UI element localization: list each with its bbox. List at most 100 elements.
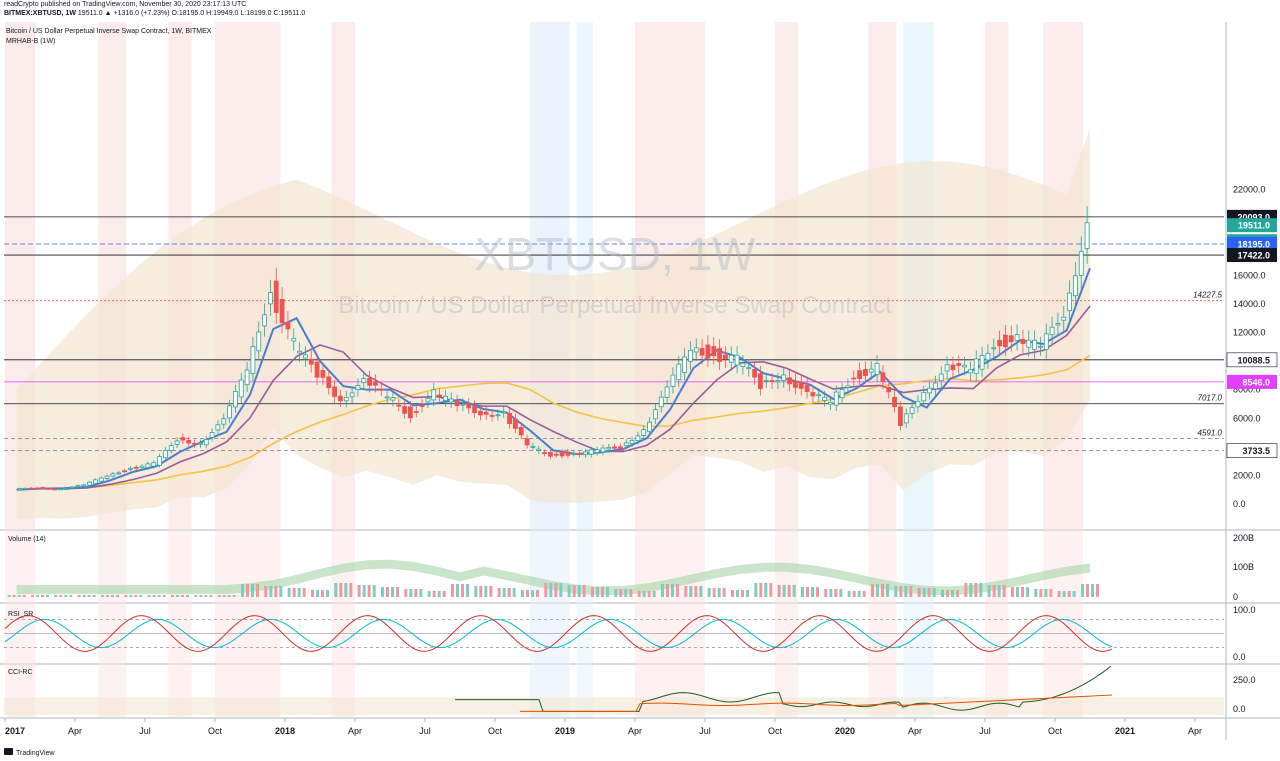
horizontal-lines [4, 216, 1224, 452]
candle-body [361, 378, 367, 383]
candle-body [303, 354, 308, 359]
cci-label[interactable]: CCI-RC [8, 669, 33, 676]
volume-bar [204, 595, 208, 597]
band-area [16, 127, 1091, 520]
volume-bar [1091, 584, 1094, 597]
volume-bar [349, 583, 353, 597]
price-axis-label: 16000.0 [1233, 270, 1266, 280]
indicator-label[interactable]: MRHAB-B (1W) [6, 38, 55, 45]
candle-body [833, 391, 839, 406]
volume-bar [899, 586, 903, 597]
volume-bar [419, 589, 423, 597]
volume-bar [194, 595, 198, 597]
volume-bar [396, 587, 399, 597]
price-badge-label: 10088.5 [1237, 355, 1270, 365]
candle-body [542, 452, 547, 454]
cci-band [4, 697, 1224, 715]
highlight-strip-lower [985, 531, 1009, 717]
candle-body [845, 385, 851, 388]
volume-bar [969, 583, 973, 597]
candle-body [209, 432, 215, 438]
candle-body [460, 403, 466, 406]
candle-body [466, 403, 472, 409]
volume-bar [1062, 591, 1066, 597]
pane-axis-label: 100B [1233, 562, 1254, 572]
volume-bar [987, 585, 991, 597]
volume-bar [951, 590, 954, 597]
volume-bar [451, 584, 454, 597]
volume-bar [162, 595, 166, 597]
candle-body [46, 488, 52, 490]
candle-body [17, 488, 22, 491]
candle-body [734, 354, 740, 366]
volume-bar [559, 583, 563, 597]
candle-body [1032, 339, 1037, 350]
candle-body [443, 395, 448, 401]
time-axis-label: 2021 [1115, 726, 1135, 736]
candle-body [658, 396, 664, 408]
volume-bar [754, 583, 758, 597]
candle-body [909, 407, 915, 414]
volume-bar [362, 585, 366, 597]
candle-body [752, 368, 757, 378]
symbol-label[interactable]: BITMEX:XBTUSD, 1W [4, 10, 76, 17]
volume-bar [316, 590, 319, 597]
volume-bar [544, 583, 548, 597]
chart-title[interactable]: Bitcoin / US Dollar Perpetual Inverse Sw… [6, 28, 212, 35]
volume-bar [1072, 591, 1076, 597]
candle-body [34, 487, 40, 490]
volume-bar [722, 588, 726, 597]
volume-bar [946, 590, 949, 597]
time-axis-label: Apr [908, 726, 922, 736]
volume-bar [932, 588, 936, 597]
highlight-strip-lower [168, 531, 192, 717]
candle-body [915, 400, 921, 408]
rsi-label[interactable]: RSI_SR [8, 611, 33, 618]
volume-bar [404, 589, 408, 597]
candle-body [203, 439, 209, 446]
candle-body [787, 377, 792, 385]
volume-label[interactable]: Volume (14) [8, 536, 46, 543]
volume-bar [582, 585, 586, 597]
volume-bar [736, 590, 739, 597]
volume-bar [264, 586, 268, 597]
price-badge-label: 17422.0 [1237, 251, 1270, 261]
volume-bar [199, 595, 203, 597]
time-axis-label: Apr [68, 726, 82, 736]
candle-body [157, 456, 162, 466]
volume-bar [759, 583, 763, 597]
candle-body [367, 378, 372, 386]
candle-body [577, 453, 582, 455]
volume-bar [69, 595, 73, 597]
time-axis[interactable]: 2017 Apr Jul Oct 2018 Apr Jul Oct 2019 Apr Jul Oct 2… [4, 718, 1202, 736]
candle-body [87, 481, 92, 486]
candle-body [163, 449, 168, 459]
volume-bar [251, 584, 254, 597]
volume-bar [824, 589, 828, 597]
candle-body [594, 449, 600, 454]
cci-average-line [520, 694, 1113, 712]
time-axis-label: Jul [419, 726, 431, 736]
volume-bar [1016, 587, 1019, 597]
volume-bar [671, 584, 674, 597]
volume-bar [792, 585, 796, 597]
highlight-strip-lower [331, 531, 355, 717]
pane-axes: 200B 100B 0 100.0 0.0 250.0 0.0 [1233, 533, 1256, 714]
price-axis[interactable]: 22000.020000.018000.016000.014000.012000… [1193, 185, 1265, 509]
candle-body [192, 442, 197, 445]
volume-bar [466, 584, 469, 597]
candle-body [279, 299, 285, 324]
volume-bar [386, 587, 389, 597]
volume-bar [746, 590, 749, 597]
volume-bar [1039, 589, 1043, 597]
volume-bar [344, 583, 348, 597]
volume-bar [862, 591, 866, 597]
volume-bar [391, 587, 394, 597]
volume-bar [979, 583, 983, 597]
candle-body [139, 465, 145, 469]
candle-body [151, 462, 157, 467]
volume-bar [857, 591, 861, 597]
brand-label: TradingView [16, 750, 55, 757]
